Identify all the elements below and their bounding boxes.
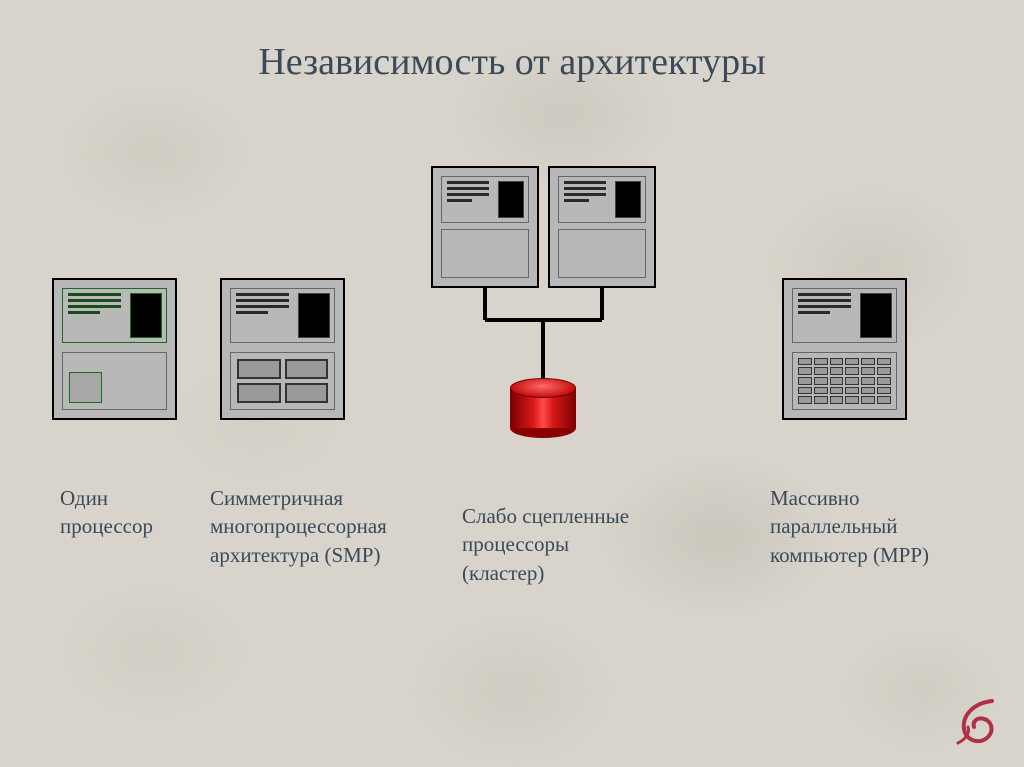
mpp-grid bbox=[798, 358, 891, 404]
computer-bottom-panel bbox=[62, 352, 167, 410]
caption-single: Один процессор bbox=[60, 484, 190, 541]
architecture-diagram: Один процессор Симметричная многопроцесс… bbox=[0, 0, 1024, 767]
swirl-logo-icon bbox=[944, 689, 1008, 753]
caption-mpp: Массивно параллельный компьютер (МРР) bbox=[770, 484, 960, 569]
computer-icon bbox=[52, 278, 177, 420]
computer-top-panel bbox=[792, 288, 897, 343]
caption-cluster: Слабо сцепленные процессоры (кластер) bbox=[462, 502, 632, 587]
computer-bottom-panel bbox=[441, 229, 529, 278]
smp-grid bbox=[237, 359, 328, 403]
computer-top-panel bbox=[558, 176, 646, 223]
screen-icon bbox=[860, 293, 892, 338]
database-cylinder-icon bbox=[510, 378, 576, 438]
node-mpp bbox=[782, 278, 907, 420]
computer-top-panel bbox=[230, 288, 335, 343]
node-cluster-b bbox=[548, 166, 656, 288]
computer-bottom-panel bbox=[558, 229, 646, 278]
computer-top-panel bbox=[62, 288, 167, 343]
computer-icon bbox=[782, 278, 907, 420]
screen-icon bbox=[615, 181, 641, 218]
computer-bottom-panel bbox=[792, 352, 897, 410]
processor-box bbox=[69, 372, 102, 403]
screen-icon bbox=[298, 293, 330, 338]
computer-icon bbox=[548, 166, 656, 288]
computer-bottom-panel bbox=[230, 352, 335, 410]
computer-top-panel bbox=[441, 176, 529, 223]
computer-icon bbox=[220, 278, 345, 420]
screen-icon bbox=[130, 293, 162, 338]
computer-icon bbox=[431, 166, 539, 288]
caption-smp: Симметричная многопроцессорная архитекту… bbox=[210, 484, 420, 569]
node-cluster-a bbox=[431, 166, 539, 288]
node-smp bbox=[220, 278, 345, 420]
node-single bbox=[52, 278, 177, 420]
screen-icon bbox=[498, 181, 524, 218]
